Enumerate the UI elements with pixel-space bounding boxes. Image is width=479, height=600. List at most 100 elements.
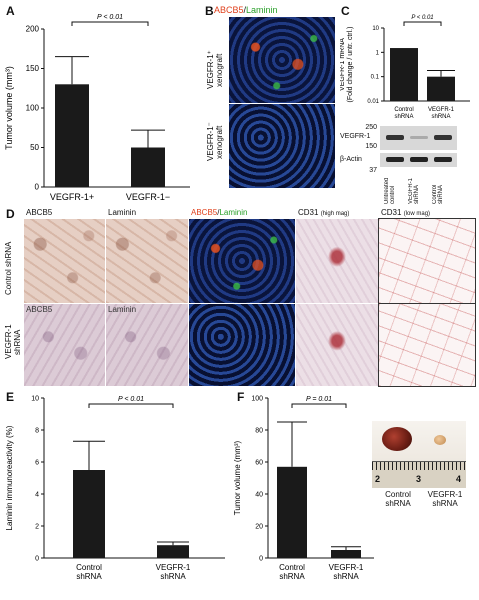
panel-letter-d: D <box>6 207 15 221</box>
panel-letter-c: C <box>341 4 350 18</box>
row-label-control: Control shRNA <box>4 241 13 295</box>
chart-e-bar <box>157 545 189 558</box>
legend-laminin: Laminin <box>246 5 278 15</box>
col-label-fluor: ABCB5/Laminin <box>191 208 248 217</box>
col-label-abcb5: ABCB5 <box>26 208 53 217</box>
ruler-num-2: 2 <box>375 474 381 484</box>
tumor-photo: 2 3 4 <box>372 421 466 488</box>
band-vegfr1-shrna <box>410 136 428 139</box>
col-label-cd31-high: CD31 (high mag) <box>298 208 349 217</box>
col-label-laminin-row2: Laminin <box>108 305 137 314</box>
blot-strip-actin <box>380 153 457 167</box>
chart-c-bar <box>390 48 418 101</box>
col-label-cd31-low-name: CD31 <box>381 208 402 217</box>
marker-150: 150 <box>365 143 377 150</box>
band-label-actin: β-Actin <box>340 156 362 163</box>
chart-f-ytick-label: 100 <box>251 395 263 402</box>
panel-letter-e: E <box>6 390 15 404</box>
chart-c-ylabel: VEGFR-1 mRNA(Fold change / untr. ctrl.) <box>340 27 354 103</box>
chart-a-bar <box>131 147 165 187</box>
chart-e-significance-bracket <box>88 403 174 408</box>
micrograph-b-vegfr1-negative <box>228 103 336 189</box>
blot-strip-vegfr1 <box>380 126 457 150</box>
band-label-vegfr1: VEGFR-1 <box>340 133 371 140</box>
legend-slash: / <box>243 5 247 15</box>
micrograph-d-cd31high-control <box>295 218 379 304</box>
panel-b-row2-label: VEGFR-1⁻ xenograft <box>206 122 224 162</box>
lane-label-control-shrna: Control shRNA <box>432 184 444 204</box>
micrograph-d-fluor-vegfr1 <box>188 303 296 387</box>
chart-c-significance-bracket <box>403 21 442 26</box>
col-label-cd31-high-name: CD31 <box>298 208 319 217</box>
micrograph-d-fluor-control <box>188 218 296 304</box>
chart-f: 0 20 40 60 80 100 Tumor volume (mm³) Control shR… <box>233 395 374 581</box>
chart-e-ytick-label: 10 <box>31 395 39 402</box>
chart-f-category-label: VEGFR-1 shRNA <box>329 563 364 581</box>
photo-label-vegfr1: VEGFR-1 shRNA <box>427 490 463 508</box>
col-label-cd31-high-sub: (high mag) <box>320 211 350 217</box>
chart-e: 0 2 4 6 8 10 Laminin immunoreactivity (%) Contr… <box>5 395 225 581</box>
chart-c-ytick-label: 1 <box>376 50 380 56</box>
actin-band-1 <box>386 157 404 162</box>
panel-letter-f: F <box>237 390 245 404</box>
ruler: 2 3 4 <box>372 461 466 488</box>
marker-250: 250 <box>365 124 377 131</box>
chart-c-bar <box>427 76 455 101</box>
col-label-cd31-low-sub: (low mag) <box>403 211 431 217</box>
tumor-control <box>382 427 412 451</box>
chart-f-bar <box>277 466 307 558</box>
chart-a-significance-bracket <box>71 21 149 26</box>
micrograph-d-laminin-control <box>105 218 189 304</box>
lane-label-untreated: Untreated control <box>384 177 396 204</box>
chart-e-bar <box>73 470 105 558</box>
row-label-vegfr1: VEGFR-1 shRNA <box>4 324 22 360</box>
chart-f-p-value: P = 0.01 <box>306 396 332 403</box>
chart-f-ylabel: Tumor volume (mm³) <box>233 440 242 515</box>
western-blot: 250 150 37 VEGFR-1 β-Actin Untreated con… <box>340 124 479 206</box>
chart-c-category-label: Control shRNA <box>394 107 413 120</box>
chart-f-ytick-label: 80 <box>255 427 263 434</box>
ruler-num-4: 4 <box>456 474 462 484</box>
lane-label-vegfr1-shrna: VEGFR-1 shRNA <box>408 177 420 204</box>
chart-f-ytick-label: 0 <box>259 555 263 562</box>
actin-band-2 <box>410 157 428 162</box>
chart-e-ytick-label: 2 <box>35 523 39 530</box>
chart-e-ytick-label: 0 <box>35 555 39 562</box>
micrograph-d-laminin-vegfr1 <box>105 303 189 387</box>
col-label-abcb5-row2: ABCB5 <box>26 305 53 314</box>
actin-band-3 <box>434 157 452 162</box>
panel-letter-a: A <box>6 4 15 18</box>
chart-c-ytick-label: 10 <box>372 26 379 32</box>
chart-a-ylabel: Tumor volume (mm³) <box>4 66 14 150</box>
chart-c-p-value: P < 0.01 <box>411 15 433 21</box>
chart-a: 0 50 100 150 200 Tumor volume (mm³) VEGFR-1+ VE… <box>4 14 190 202</box>
chart-e-ytick-label: 6 <box>35 459 39 466</box>
chart-e-ylabel: Laminin immunoreactivity (%) <box>5 425 14 530</box>
chart-f-significance-bracket <box>291 403 347 408</box>
chart-a-ytick-label: 50 <box>30 143 39 152</box>
micrograph-b-vegfr1-positive <box>228 16 336 104</box>
chart-a-ytick-label: 100 <box>26 104 40 113</box>
col-label-laminin: Laminin <box>108 208 137 217</box>
chart-c-ytick-label: 0.01 <box>367 99 379 105</box>
chart-a-ytick-label: 0 <box>35 183 40 192</box>
chart-f-ytick-label: 20 <box>255 523 263 530</box>
col-label-cd31-low: CD31 (low mag) <box>381 208 430 217</box>
micrograph-d-cd31low-vegfr1 <box>378 303 476 387</box>
chart-e-category-label: Control shRNA <box>76 563 102 581</box>
chart-e-ytick-label: 4 <box>35 491 39 498</box>
chart-a-category-label: VEGFR-1+ <box>50 192 94 202</box>
legend-abcb5: ABCB5 <box>214 5 244 15</box>
chart-c-category-label: VEGFR-1 shRNA <box>428 107 455 120</box>
chart-e-ytick-label: 8 <box>35 427 39 434</box>
col-label-fluor-red: ABCB5 <box>191 208 218 217</box>
band-control-shrna <box>434 135 452 140</box>
chart-a-bar <box>55 84 89 187</box>
chart-f-ytick-label: 40 <box>255 491 263 498</box>
chart-a-p-value: P < 0.01 <box>97 14 123 21</box>
band-untreated <box>386 135 404 140</box>
chart-f-category-label: Control shRNA <box>279 563 305 581</box>
chart-e-category-label: VEGFR-1 shRNA <box>156 563 191 581</box>
micrograph-d-cd31low-control <box>378 218 476 304</box>
panel-b-legend: ABCB5/Laminin <box>214 5 278 15</box>
